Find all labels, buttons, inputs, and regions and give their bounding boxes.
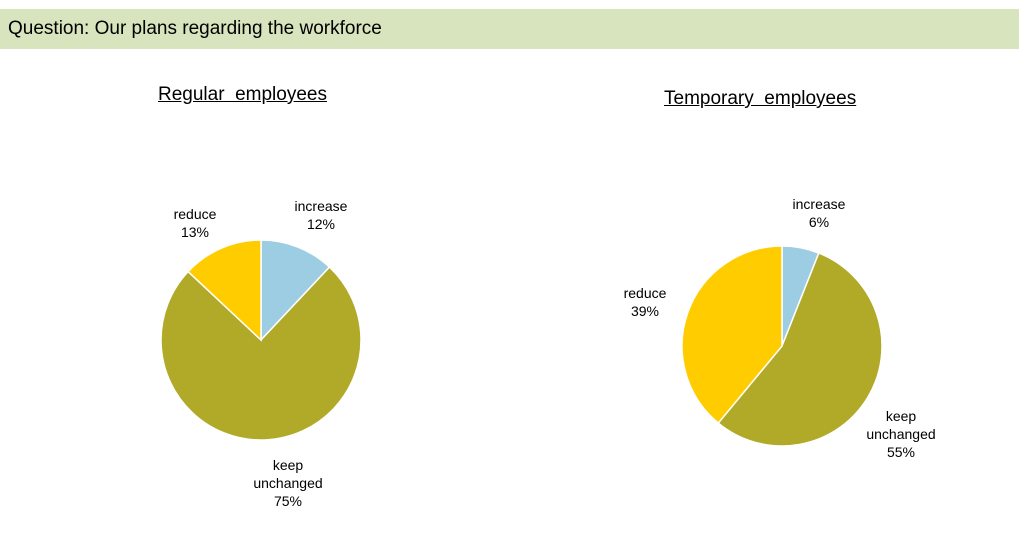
chart-title-temporary: Temporary employees <box>664 88 857 109</box>
temporary-increase-label: increase 6% <box>792 196 846 230</box>
question-bar: Question: Our plans regarding the workfo… <box>0 9 1019 49</box>
regular-keep-label: keep unchanged 75% <box>253 457 323 509</box>
temporary-reduce-label: reduce 39% <box>623 285 667 319</box>
question-text: Question: Our plans regarding the workfo… <box>8 18 382 39</box>
chart-title-regular: Regular employees <box>158 84 327 105</box>
regular-increase-label: increase 12% <box>294 198 348 232</box>
temporary-slice-reduce <box>681 245 783 425</box>
regular-slice-keep <box>160 266 362 441</box>
regular-slice-reduce <box>187 239 262 342</box>
temporary-keep-label: keep unchanged 55% <box>866 408 936 460</box>
temporary-slice-keep <box>717 252 883 447</box>
regular-slice-increase <box>260 239 331 342</box>
regular-reduce-label: reduce 13% <box>173 206 217 240</box>
